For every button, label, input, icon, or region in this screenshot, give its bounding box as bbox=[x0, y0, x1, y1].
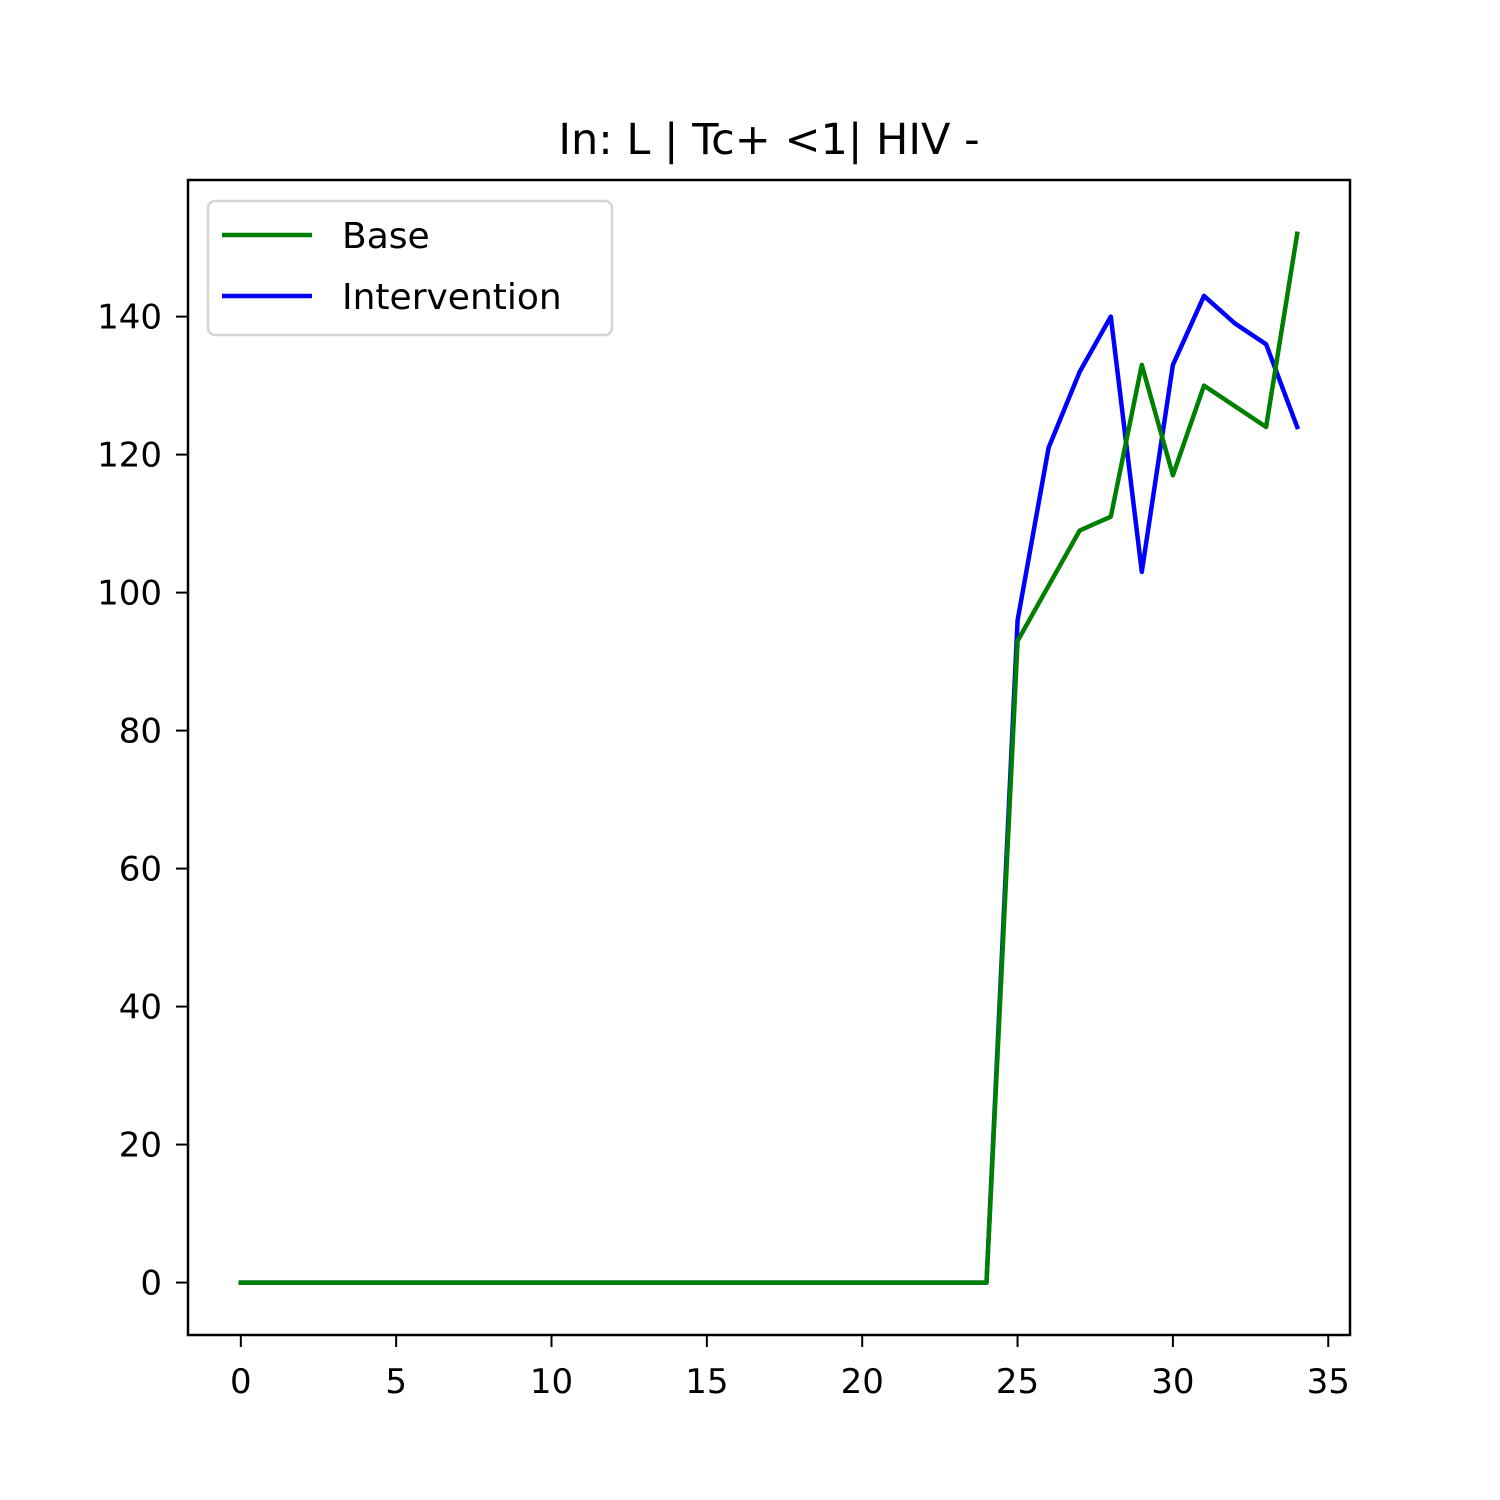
axes: 0 5 10 15 20 25 30 35 0 20 40 60 80 100 120 140 bbox=[97, 178, 1352, 1402]
x-tick-label: 15 bbox=[685, 1362, 728, 1402]
x-tick-label: 5 bbox=[385, 1362, 407, 1402]
legend: Base Intervention bbox=[206, 199, 614, 337]
y-tick-label: 80 bbox=[119, 712, 162, 752]
x-tick-label: 10 bbox=[530, 1362, 573, 1402]
legend-label-base: Base bbox=[342, 216, 430, 257]
y-tick-label: 60 bbox=[119, 850, 162, 890]
x-tick-label: 35 bbox=[1307, 1362, 1350, 1402]
y-tick-label: 120 bbox=[97, 436, 162, 476]
x-tick-label: 0 bbox=[230, 1362, 252, 1402]
x-tick-label: 20 bbox=[841, 1362, 884, 1402]
chart-title: In: L | Tc+ <1| HIV - bbox=[558, 115, 979, 165]
legend-label-intervention: Intervention bbox=[342, 277, 562, 318]
axes-frame bbox=[186, 178, 1352, 1337]
x-tick-label: 30 bbox=[1151, 1362, 1194, 1402]
series-line-base bbox=[238, 231, 1300, 1285]
x-tick-label: 25 bbox=[996, 1362, 1039, 1402]
y-tick-label: 0 bbox=[140, 1264, 162, 1304]
y-tick-label: 20 bbox=[119, 1126, 162, 1166]
y-tick-label: 100 bbox=[97, 574, 162, 614]
y-tick-label: 40 bbox=[119, 988, 162, 1028]
y-tick-label: 140 bbox=[97, 298, 162, 338]
plot-area bbox=[238, 231, 1301, 1285]
